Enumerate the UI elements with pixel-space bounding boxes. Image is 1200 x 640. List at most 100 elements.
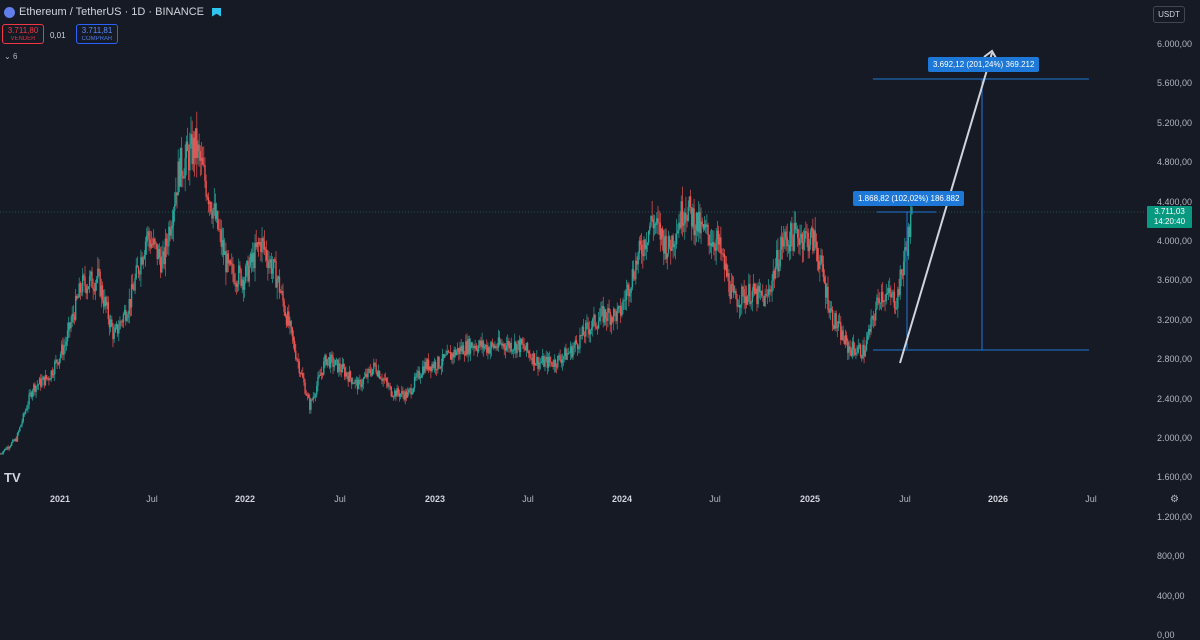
chevron-down-icon: ⌄ bbox=[4, 52, 11, 61]
candle-body bbox=[878, 298, 880, 304]
candle-body bbox=[618, 306, 621, 307]
candle-body bbox=[135, 265, 137, 279]
candle-body bbox=[500, 343, 502, 345]
candle-body bbox=[631, 269, 634, 288]
candle-body bbox=[362, 378, 365, 385]
candle-body bbox=[576, 343, 579, 349]
candle-body bbox=[795, 228, 798, 230]
candle-body bbox=[688, 196, 691, 208]
candle-body bbox=[475, 345, 477, 350]
candle-body bbox=[532, 353, 535, 365]
candle-body bbox=[78, 283, 80, 298]
currency-button[interactable]: USDT bbox=[1153, 6, 1185, 23]
price-chart[interactable] bbox=[0, 0, 1145, 490]
candle-body bbox=[14, 438, 16, 441]
candle-body bbox=[396, 388, 398, 397]
sell-button[interactable]: 3.711,80 VENDER bbox=[2, 24, 44, 44]
candle-body bbox=[821, 255, 823, 265]
candle-body bbox=[620, 306, 622, 316]
candle-body bbox=[512, 349, 515, 351]
candle-body bbox=[468, 339, 471, 354]
candle-body bbox=[173, 204, 176, 211]
price-tick-label: 800,00 bbox=[1157, 551, 1185, 562]
candle-body bbox=[337, 359, 339, 372]
candle-body bbox=[766, 294, 769, 296]
candle-body bbox=[49, 379, 51, 381]
tradingview-logo[interactable]: TV bbox=[4, 470, 21, 485]
candle-body bbox=[281, 290, 283, 293]
candle-body bbox=[672, 235, 674, 248]
candle-body bbox=[778, 266, 780, 272]
candle-body bbox=[255, 242, 257, 248]
candle-body bbox=[692, 208, 694, 227]
candle-body bbox=[695, 212, 698, 231]
candle-body bbox=[476, 349, 479, 352]
candle-body bbox=[418, 370, 420, 379]
candle-body bbox=[278, 276, 281, 293]
candle-body bbox=[565, 348, 567, 360]
settings-icon[interactable]: ⚙ bbox=[1170, 494, 1179, 505]
candle-body bbox=[835, 313, 837, 329]
candle-body bbox=[228, 260, 231, 264]
price-tick-label: 4.000,00 bbox=[1157, 236, 1193, 246]
candle-body bbox=[20, 424, 22, 428]
candle-body bbox=[371, 368, 374, 376]
candle-body bbox=[177, 161, 179, 196]
candle-body bbox=[3, 448, 6, 451]
candle-body bbox=[176, 192, 178, 196]
candle-body bbox=[767, 289, 770, 295]
buy-button[interactable]: 3.711,81 COMPRAR bbox=[76, 24, 118, 44]
candle-body bbox=[109, 319, 112, 328]
candle-body bbox=[275, 260, 277, 288]
candle-body bbox=[31, 391, 34, 397]
candle-body bbox=[166, 245, 169, 247]
candle-body bbox=[780, 237, 783, 250]
candle-body bbox=[585, 322, 587, 337]
candle-body bbox=[140, 256, 142, 275]
candle-body bbox=[194, 128, 197, 159]
price-tick-label: 4.800,00 bbox=[1157, 157, 1193, 168]
symbol-header[interactable]: Ethereum / TetherUS · 1D · BINANCE bbox=[4, 6, 222, 18]
candle-body bbox=[201, 157, 204, 165]
indicators-toggle[interactable]: ⌄ 6 bbox=[4, 52, 17, 61]
candle-body bbox=[466, 341, 468, 355]
candle-body bbox=[898, 289, 900, 296]
candle-body bbox=[5, 448, 7, 450]
candle-body bbox=[225, 251, 227, 273]
candle-body bbox=[61, 344, 63, 355]
candle-body bbox=[753, 283, 756, 294]
candle-body bbox=[713, 241, 715, 248]
candle-body bbox=[518, 340, 521, 353]
candle-body bbox=[169, 226, 171, 236]
candle-body bbox=[644, 239, 646, 250]
bookmark-flag-icon[interactable] bbox=[212, 7, 222, 17]
candle-body bbox=[705, 224, 707, 227]
candle-body bbox=[529, 353, 531, 358]
candle-body bbox=[134, 278, 136, 291]
candle-body bbox=[869, 329, 871, 332]
candle-body bbox=[546, 356, 549, 368]
candle-body bbox=[184, 158, 186, 178]
candle-body bbox=[238, 265, 240, 285]
candle-body bbox=[264, 249, 267, 251]
candle-body bbox=[227, 253, 229, 264]
candle-body bbox=[812, 227, 814, 251]
candle-body bbox=[304, 382, 306, 394]
candle-body bbox=[28, 394, 30, 405]
candle-body bbox=[607, 308, 609, 321]
time-axis[interactable] bbox=[0, 490, 1145, 510]
candle-body bbox=[112, 326, 114, 339]
measure-1-label: 1.868,82 (102,02%) 186.882 bbox=[853, 191, 965, 206]
candle-body bbox=[183, 177, 185, 179]
candle-body bbox=[545, 356, 547, 360]
candle-body bbox=[469, 342, 472, 354]
candle-body bbox=[232, 263, 234, 274]
candle-body bbox=[900, 269, 903, 275]
candle-body bbox=[157, 248, 160, 260]
candle-body bbox=[848, 346, 850, 353]
candle-body bbox=[355, 379, 358, 381]
candle-body bbox=[472, 346, 474, 348]
candle-body bbox=[55, 359, 57, 362]
candle-body bbox=[569, 346, 572, 353]
candle-body bbox=[19, 427, 21, 432]
